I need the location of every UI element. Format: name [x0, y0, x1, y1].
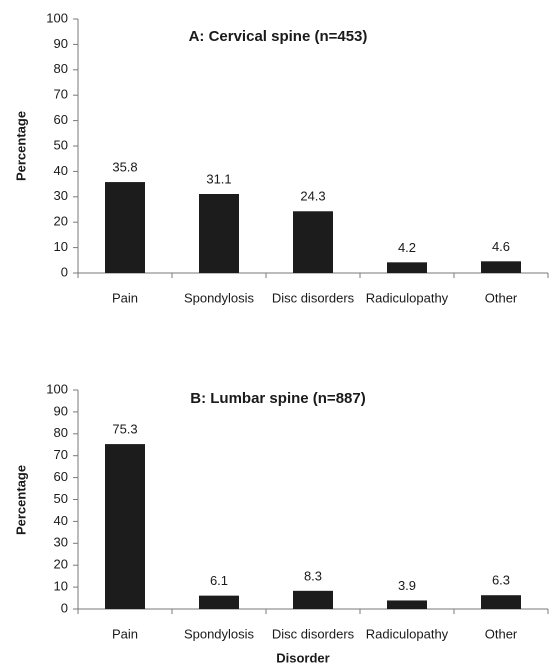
- y-tick-label: 0: [61, 264, 68, 279]
- bar-radiculopathy: [387, 262, 427, 273]
- y-axis-label: Percentage: [13, 465, 28, 535]
- bar-other: [481, 595, 521, 609]
- data-label-pain: 35.8: [112, 160, 137, 175]
- y-tick-label: 50: [54, 137, 68, 152]
- y-tick-label: 20: [54, 214, 68, 229]
- x-tick-label-radiculopathy: Radiculopathy: [366, 626, 449, 641]
- y-tick-label: 90: [54, 403, 68, 418]
- x-tick-label-other: Other: [485, 290, 518, 305]
- data-label-disc-disorders: 8.3: [304, 568, 322, 583]
- panel-cervical-spine: A: Cervical spine (n=453) Percentage 0 10 20…: [13, 10, 549, 305]
- chart-title: B: Lumbar spine (n=887): [190, 390, 365, 407]
- bar-pain: [105, 444, 145, 609]
- y-tick-label: 100: [46, 381, 68, 396]
- y-tick-label: 70: [54, 87, 68, 102]
- data-label-pain: 75.3: [112, 422, 137, 437]
- data-label-other: 4.6: [492, 239, 510, 254]
- x-tick-label-pain: Pain: [112, 626, 138, 641]
- y-tick-label: 30: [54, 188, 68, 203]
- y-tick-label: 20: [54, 557, 68, 572]
- x-tick-label-pain: Pain: [112, 290, 138, 305]
- chart-title: A: Cervical spine (n=453): [189, 28, 368, 45]
- bar-spondylosis: [199, 595, 239, 609]
- y-tick-label: 80: [54, 61, 68, 76]
- bar-radiculopathy: [387, 600, 427, 609]
- y-tick-label: 70: [54, 447, 68, 462]
- x-tick-label-disc-disorders: Disc disorders: [272, 290, 355, 305]
- y-tick-label: 10: [54, 579, 68, 594]
- data-label-spondylosis: 6.1: [210, 573, 228, 588]
- data-label-radiculopathy: 3.9: [398, 578, 416, 593]
- data-label-other: 6.3: [492, 573, 510, 588]
- x-tick-label-radiculopathy: Radiculopathy: [366, 290, 449, 305]
- data-label-radiculopathy: 4.2: [398, 240, 416, 255]
- y-tick-label: 10: [54, 239, 68, 254]
- panel-lumbar-spine: B: Lumbar spine (n=887) Percentage 0 10 20 30…: [13, 381, 549, 665]
- y-tick-label: 60: [54, 112, 68, 127]
- data-label-spondylosis: 31.1: [206, 171, 231, 186]
- bar-disc-disorders: [293, 211, 333, 273]
- y-tick-label: 60: [54, 469, 68, 484]
- y-tick-label: 50: [54, 491, 68, 506]
- y-tick-label: 30: [54, 535, 68, 550]
- x-tick-label-spondylosis: Spondylosis: [184, 290, 255, 305]
- y-tick-label: 80: [54, 425, 68, 440]
- y-tick-label: 40: [54, 513, 68, 528]
- x-axis-label: Disorder: [276, 650, 329, 665]
- bar-pain: [105, 182, 145, 273]
- data-label-disc-disorders: 24.3: [300, 189, 325, 204]
- bar-disc-disorders: [293, 590, 333, 609]
- y-tick-label: 100: [46, 10, 68, 25]
- x-tick-label-other: Other: [485, 626, 518, 641]
- y-tick-label: 90: [54, 36, 68, 51]
- y-tick-label: 0: [61, 600, 68, 615]
- bar-spondylosis: [199, 194, 239, 273]
- y-tick-label: 40: [54, 163, 68, 178]
- y-axis-label: Percentage: [13, 111, 28, 181]
- x-tick-label-spondylosis: Spondylosis: [184, 626, 255, 641]
- bar-other: [481, 261, 521, 273]
- x-tick-label-disc-disorders: Disc disorders: [272, 626, 355, 641]
